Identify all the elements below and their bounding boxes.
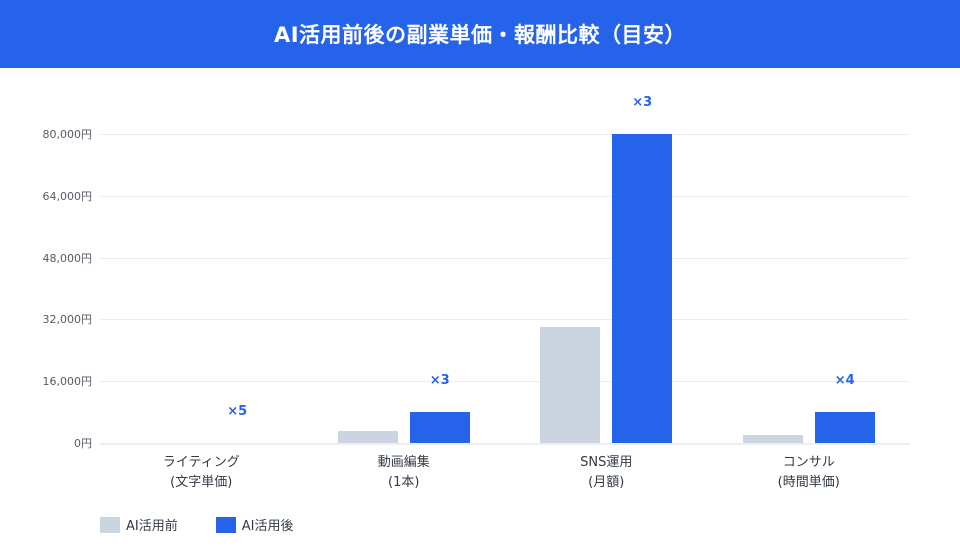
y-tick-label: 48,000円 — [42, 251, 93, 265]
bar-before — [337, 431, 398, 443]
legend-label-before: AI活用前 — [126, 519, 178, 534]
bar-after — [409, 412, 470, 443]
bar-before — [540, 327, 601, 443]
gridline — [100, 381, 910, 383]
x-category-label: SNS運用 (月額) — [580, 455, 633, 490]
gridline — [100, 443, 910, 445]
y-tick-label: 0円 — [74, 437, 92, 450]
gridline — [100, 257, 910, 259]
gridline — [100, 134, 910, 135]
legend-item-before: AI活用前 — [100, 515, 178, 534]
legend-item-after: AI活用後 — [215, 515, 294, 534]
bar-after — [612, 134, 673, 443]
y-tick-label: 16,000円 — [42, 375, 93, 389]
multiplier-label: ×3 — [632, 95, 653, 110]
bar-before — [742, 435, 803, 443]
y-tick-label: 32,000円 — [42, 313, 93, 327]
legend-swatch-after — [215, 516, 236, 533]
legend: AI活用前 AI活用後 — [100, 515, 331, 534]
legend-label-after: AI活用後 — [241, 519, 294, 534]
multiplier-label: ×5 — [227, 403, 248, 419]
chart-header: AI活用前後の副業単価・報酬比較（目安） — [0, 0, 960, 68]
x-category-label: コンサル (時間単価) — [777, 455, 840, 490]
chart-title: AI活用前後の副業単価・報酬比較（目安） — [273, 23, 687, 47]
gridline — [100, 319, 910, 321]
y-tick-label: 80,000円 — [42, 128, 93, 141]
bar-chart: 0円 16,000円 32,000円 48,000円 64,000円 80,000円 ×5… — [0, 68, 960, 560]
x-category-label: 動画編集 (1本) — [377, 455, 430, 490]
x-category-label: ライティング (文字単価) — [162, 455, 240, 490]
multiplier-label: ×3 — [429, 373, 450, 389]
multiplier-label: ×4 — [834, 373, 855, 389]
y-tick-label: 64,000円 — [42, 189, 93, 203]
bar-after — [814, 412, 875, 443]
legend-swatch-before — [100, 516, 120, 533]
gridline — [100, 195, 910, 197]
